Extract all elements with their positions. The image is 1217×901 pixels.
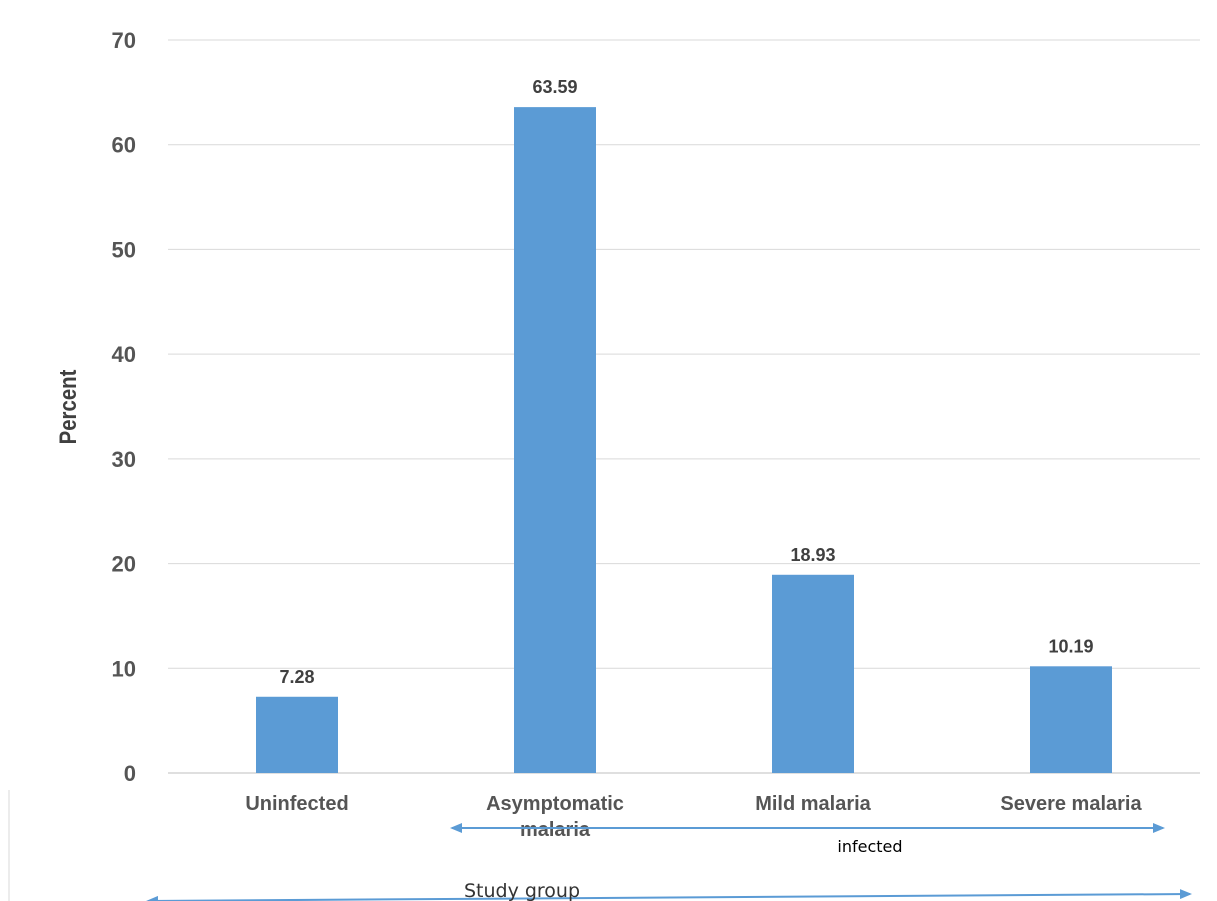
bar (772, 574, 854, 773)
study-group-arrow (146, 889, 1192, 901)
category-labels: Uninfected Asymptomatic malaria Mild malari… (245, 793, 1142, 841)
x-tick-label: Severe malaria (1000, 793, 1142, 815)
data-label: 10.19 (1048, 636, 1093, 656)
y-tick-label: 60 (112, 133, 136, 158)
y-axis-label: Percent (54, 369, 81, 444)
y-tick-label: 40 (112, 342, 136, 367)
y-tick-label: 70 (112, 28, 136, 53)
y-tick-label: 0 (124, 761, 136, 786)
data-label: 18.93 (790, 545, 835, 565)
x-tick-label: malaria (520, 819, 591, 841)
y-tick-label: 20 (112, 552, 136, 577)
data-label: 63.59 (532, 77, 577, 97)
bar (256, 696, 338, 773)
infected-label: infected (837, 837, 902, 856)
data-label: 7.28 (279, 667, 314, 687)
y-axis-ticks: 0 10 20 30 40 50 60 70 (112, 28, 136, 786)
gridlines (168, 39, 1200, 774)
y-tick-label: 30 (112, 447, 136, 472)
x-tick-label: Mild malaria (755, 793, 871, 815)
bar (514, 107, 596, 774)
data-labels: 7.28 63.59 18.93 10.19 (279, 77, 1093, 687)
study-group-label: Study group (464, 880, 580, 901)
x-tick-label: Uninfected (245, 793, 348, 815)
y-tick-label: 50 (112, 237, 136, 262)
bar (1030, 666, 1112, 773)
x-tick-label: Asymptomatic (486, 793, 624, 815)
bars (256, 107, 1112, 774)
y-tick-label: 10 (112, 656, 136, 681)
